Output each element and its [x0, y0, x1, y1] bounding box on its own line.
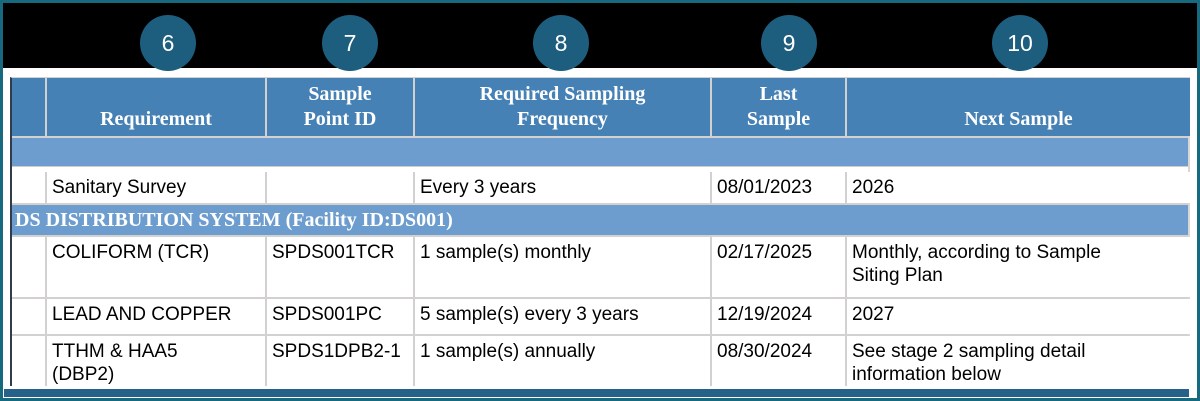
- last-sample-cell: 02/17/2025: [712, 237, 847, 297]
- callout-circle-10: 10: [992, 15, 1048, 71]
- requirement-cell: LEAD AND COPPER: [47, 299, 267, 334]
- callout-number: 9: [782, 29, 796, 56]
- section-header-label: DS DISTRIBUTION SYSTEM (Facility ID:DS00…: [15, 208, 453, 231]
- last-sample-cell: 08/30/2024: [712, 336, 847, 386]
- callout-circle-7: 7: [322, 15, 378, 71]
- header-required-sampling-frequency: Required Sampling Frequency: [415, 78, 712, 136]
- requirement-cell: Sanitary Survey: [47, 172, 267, 203]
- header-blank-column: [12, 78, 47, 136]
- table-row-tthm-haa5-dbp2: TTHM & HAA5 (DBP2) SPDS1DPB2-1 1 sample(…: [12, 336, 1190, 386]
- frequency-cell: 1 sample(s) annually: [415, 336, 712, 386]
- callout-number: 7: [343, 29, 357, 56]
- last-sample-cell: 08/01/2023: [712, 172, 847, 203]
- callout-number: 6: [161, 29, 175, 56]
- next-sample-cell: See stage 2 sampling detail information …: [847, 336, 1190, 386]
- header-last-sample: Last Sample: [712, 78, 847, 136]
- frequency-cell: Every 3 years: [415, 172, 712, 203]
- next-sample-cell: 2026: [847, 172, 1190, 203]
- empty-band-row: [12, 138, 1188, 167]
- sample-point-id-cell: SPDS001PC: [267, 299, 415, 334]
- next-sample-cell: 2027: [847, 299, 1190, 334]
- callout-circle-8: 8: [533, 15, 589, 71]
- row-blank-cell: [12, 336, 47, 386]
- callout-banner: 6 7 8 9 10: [3, 3, 1197, 71]
- row-blank-cell: [12, 172, 47, 203]
- table-row-lead-and-copper: LEAD AND COPPER SPDS001PC 5 sample(s) ev…: [12, 299, 1190, 336]
- sample-point-id-cell: SPDS1DPB2-1: [267, 336, 415, 386]
- header-requirement: Requirement: [47, 78, 267, 136]
- sampling-schedule-table: Requirement Sample Point ID Required Sam…: [10, 77, 1190, 386]
- bottom-scroll-bar: [4, 389, 1189, 397]
- frequency-cell: 5 sample(s) every 3 years: [415, 299, 712, 334]
- sample-point-id-cell: SPDS001TCR: [267, 237, 415, 297]
- callout-circle-9: 9: [761, 15, 817, 71]
- callout-number: 10: [1007, 29, 1033, 56]
- requirement-cell: TTHM & HAA5 (DBP2): [47, 336, 267, 386]
- sample-point-id-cell: [267, 172, 415, 203]
- section-header-ds-distribution-system: DS DISTRIBUTION SYSTEM (Facility ID:DS00…: [12, 205, 1188, 237]
- header-sample-point-id: Sample Point ID: [267, 78, 415, 136]
- next-sample-cell: Monthly, according to Sample Siting Plan: [847, 237, 1190, 297]
- last-sample-cell: 12/19/2024: [712, 299, 847, 334]
- row-blank-cell: [12, 299, 47, 334]
- table-row-sanitary-survey: Sanitary Survey Every 3 years 08/01/2023…: [12, 172, 1190, 205]
- requirement-cell: COLIFORM (TCR): [47, 237, 267, 297]
- table-header-row: Requirement Sample Point ID Required Sam…: [12, 78, 1190, 138]
- callout-number: 8: [554, 29, 568, 56]
- callout-circle-6: 6: [140, 15, 196, 71]
- table-row-coliform-tcr: COLIFORM (TCR) SPDS001TCR 1 sample(s) mo…: [12, 237, 1190, 299]
- header-next-sample: Next Sample: [847, 78, 1190, 136]
- row-blank-cell: [12, 237, 47, 297]
- frequency-cell: 1 sample(s) monthly: [415, 237, 712, 297]
